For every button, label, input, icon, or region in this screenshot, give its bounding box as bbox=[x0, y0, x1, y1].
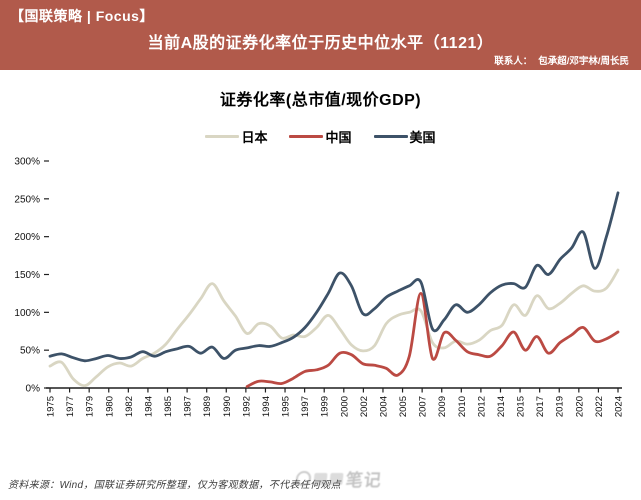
x-tick-label: 1985 bbox=[163, 396, 174, 417]
us-line-swatch bbox=[373, 135, 408, 138]
series-line-中国 bbox=[245, 291, 620, 388]
report-header: 【国联策略 | Focus】 当前A股的证券化率位于历史中位水平（1121） 联… bbox=[0, 0, 641, 70]
x-tick-label: 2002 bbox=[359, 396, 370, 417]
chart-title: 证券化率(总市值/现价GDP) bbox=[219, 92, 422, 109]
contact-line: 联系人： 包承超/邓宇林/周长民 bbox=[494, 53, 629, 67]
x-tick-label: 2000 bbox=[339, 396, 350, 417]
japan-line-swatch bbox=[205, 135, 240, 138]
legend-label-us: 美国 bbox=[409, 130, 436, 145]
x-tick-label: 1997 bbox=[300, 396, 311, 417]
y-tick-label: 150% bbox=[14, 270, 40, 281]
china-line-swatch bbox=[289, 135, 324, 138]
x-tick-label: 1992 bbox=[241, 396, 252, 417]
x-tick-label: 1984 bbox=[143, 396, 154, 417]
x-tick-label: 2015 bbox=[516, 396, 527, 417]
y-tick-label: 300% bbox=[14, 157, 40, 168]
legend-label-china: 中国 bbox=[325, 130, 352, 145]
y-tick-label: 50% bbox=[20, 346, 40, 357]
y-tick-label: 0% bbox=[26, 384, 41, 395]
x-tick-label: 1982 bbox=[124, 396, 135, 417]
x-tick-label: 1994 bbox=[261, 396, 272, 417]
x-tick-label: 1975 bbox=[46, 396, 57, 417]
x-tick-label: 2007 bbox=[418, 396, 429, 417]
x-tick-label: 2009 bbox=[437, 396, 448, 417]
legend-item-china: 中国 bbox=[289, 127, 352, 146]
series-line-美国 bbox=[48, 191, 620, 363]
x-tick-label: 2012 bbox=[476, 396, 487, 417]
contact-names: 包承超/邓宇林/周长民 bbox=[538, 56, 629, 67]
x-tick-label: 1989 bbox=[202, 396, 213, 417]
x-tick-label: 1979 bbox=[85, 396, 96, 417]
series-line-日本 bbox=[48, 268, 620, 388]
x-tick-label: 2019 bbox=[555, 396, 566, 417]
x-tick-label: 1990 bbox=[222, 396, 233, 417]
x-tick-label: 1999 bbox=[320, 396, 331, 417]
x-tick-label: 1977 bbox=[65, 396, 76, 417]
x-tick-label: 2005 bbox=[398, 396, 409, 417]
brand-label: 【国联策略 | Focus】 bbox=[10, 8, 154, 24]
x-tick-label: 1995 bbox=[281, 396, 292, 417]
y-tick-label: 100% bbox=[14, 308, 40, 319]
x-tick-label: 1980 bbox=[104, 396, 115, 417]
x-tick-label: 2017 bbox=[535, 396, 546, 417]
legend-item-us: 美国 bbox=[373, 127, 436, 146]
x-tick-label: 2014 bbox=[496, 396, 507, 417]
x-tick-label: 2020 bbox=[574, 396, 585, 417]
x-tick-label: 2010 bbox=[457, 396, 468, 417]
x-tick-label: 2022 bbox=[594, 396, 605, 417]
x-tick-label: 1987 bbox=[183, 396, 194, 417]
x-tick-label: 2024 bbox=[614, 396, 625, 417]
source-note: 资料来源：Wind，国联证券研究所整理，仅为客观数据，不代表任何观点 bbox=[8, 480, 341, 491]
legend-item-japan: 日本 bbox=[205, 127, 267, 146]
legend-label-japan: 日本 bbox=[241, 130, 268, 145]
contact-label: 联系人： bbox=[494, 56, 533, 67]
report-title: 当前A股的证券化率位于历史中位水平（1121） bbox=[147, 35, 494, 52]
y-tick-label: 200% bbox=[14, 232, 40, 243]
x-tick-label: 2004 bbox=[378, 396, 389, 417]
securitization-ratio-chart: 1975 1977 1979 1980 1982 1984 1985 1987 1989 1990… bbox=[14, 157, 625, 418]
y-tick-label: 250% bbox=[14, 194, 40, 205]
chart-legend: 日本 中国 美国 bbox=[0, 127, 641, 146]
